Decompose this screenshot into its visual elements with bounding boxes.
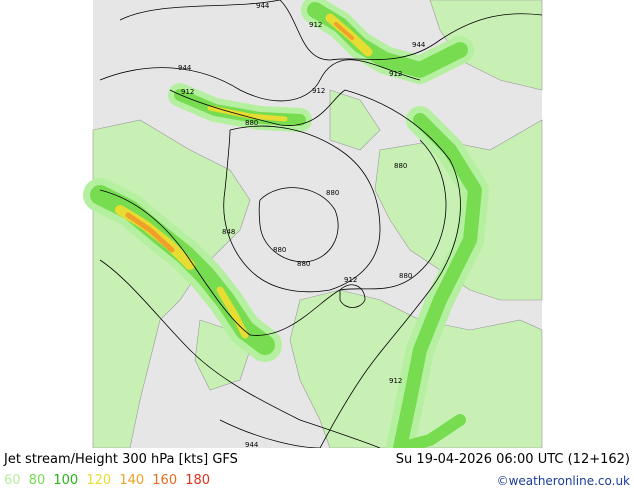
- legend-item-120: 120: [86, 473, 112, 488]
- contour-label: 912: [344, 276, 357, 284]
- contour-label: 880: [394, 162, 407, 170]
- contour-label: 912: [389, 70, 402, 78]
- weather-map: 944 912 944 912 944 912 912 880 880 880 …: [83, 0, 543, 448]
- contour-label: 912: [309, 21, 322, 29]
- contour-label: 912: [181, 88, 194, 96]
- legend-item-80: 80: [28, 473, 46, 488]
- contour-label: 880: [326, 189, 339, 197]
- contour-label: 944: [256, 2, 270, 10]
- contour-labels: 944 912 944 912 944 912 912 880 880 880 …: [178, 2, 426, 448]
- contour-label: 880: [273, 246, 286, 254]
- height-contours: [99, 0, 543, 448]
- contour-label: 880: [399, 272, 412, 280]
- wind-speed-legend: 60 80 100 120 140 160 180: [4, 473, 214, 488]
- footer: [0, 448, 634, 490]
- legend-item-100: 100: [53, 473, 79, 488]
- contour-label: 880: [297, 260, 310, 268]
- contour-label: 944: [412, 41, 426, 49]
- contour-label: 912: [389, 377, 402, 385]
- contour-label: 848: [222, 228, 235, 236]
- legend-item-180: 180: [185, 473, 211, 488]
- map-title: Jet stream/Height 300 hPa [kts] GFS: [4, 452, 238, 467]
- legend-item-140: 140: [119, 473, 145, 488]
- contour-label: 880: [245, 119, 258, 127]
- credit-link[interactable]: ©weatheronline.co.uk: [496, 474, 630, 488]
- legend-item-160: 160: [152, 473, 178, 488]
- contour-label: 912: [312, 87, 325, 95]
- contour-label: 944: [245, 441, 259, 448]
- jet-stream-bands: [83, 0, 489, 448]
- forecast-datetime: Su 19-04-2026 06:00 UTC (12+162): [395, 452, 630, 467]
- legend-item-60: 60: [4, 473, 21, 488]
- contour-label: 944: [178, 64, 192, 72]
